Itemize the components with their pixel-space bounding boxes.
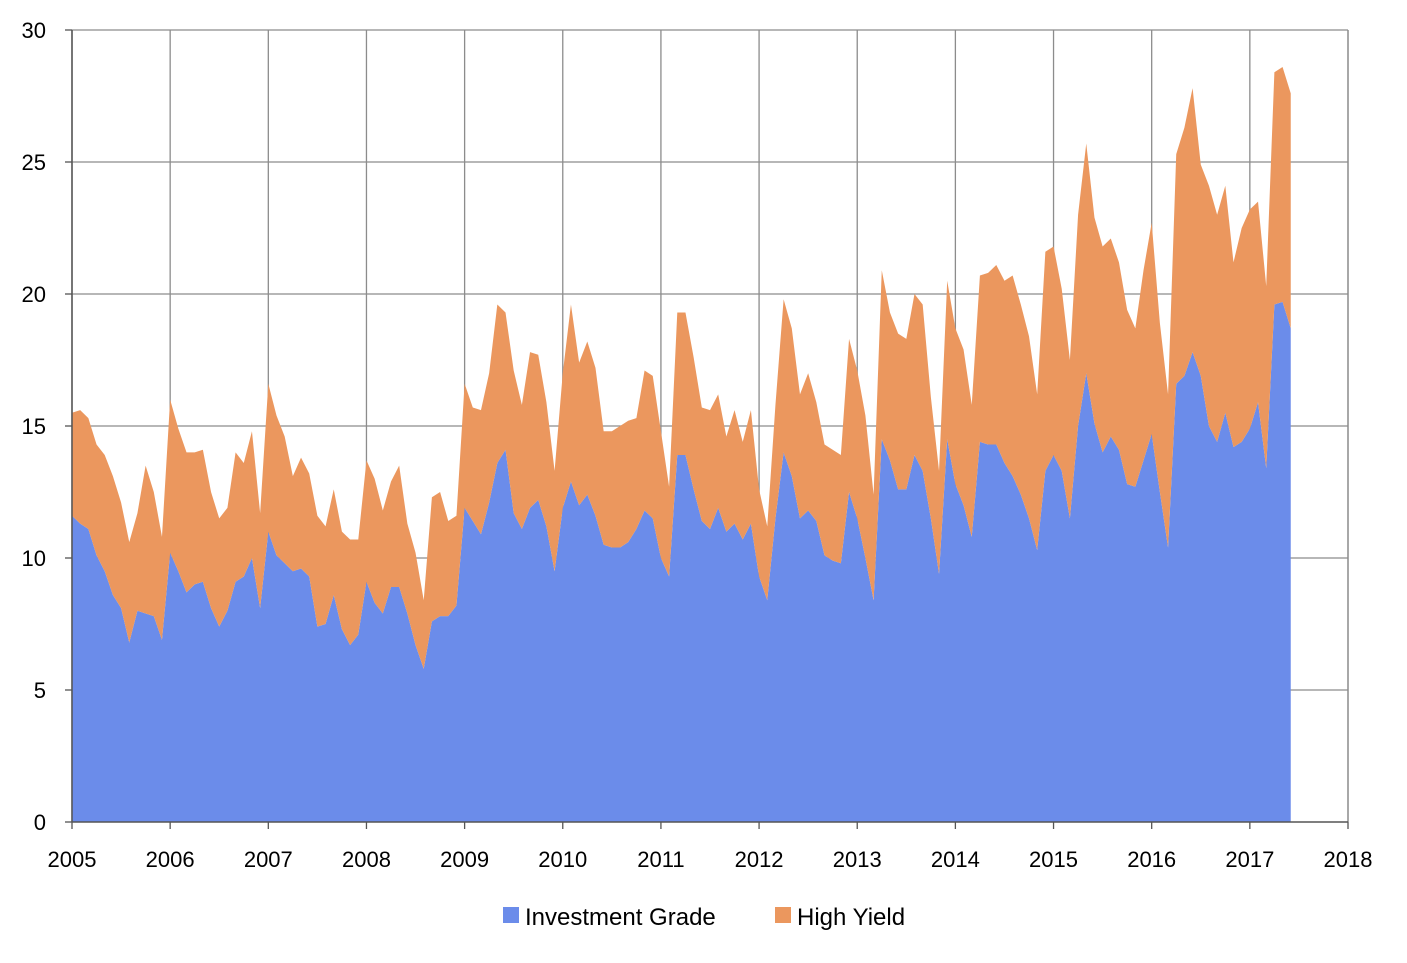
x-tick-label: 2011 (637, 847, 684, 872)
x-tick-label: 2007 (244, 847, 293, 872)
y-tick-label: 30 (22, 18, 46, 43)
axes (65, 29, 1349, 829)
x-tick-label: 2014 (931, 847, 980, 872)
x-tick-label: 2013 (833, 847, 882, 872)
legend-label: Investment Grade (525, 904, 716, 931)
legend-swatch (503, 907, 519, 923)
legend: Investment Grade High Yield (503, 904, 905, 931)
series-areas (72, 66, 1291, 822)
legend-item: High Yield (775, 904, 905, 931)
x-tick-label: 2006 (146, 847, 195, 872)
y-tick-label: 15 (22, 414, 46, 439)
x-tick-label: 2016 (1127, 847, 1176, 872)
x-tick-label: 2017 (1225, 847, 1274, 872)
legend-label: High Yield (797, 904, 905, 931)
x-tick-label: 2008 (342, 847, 391, 872)
y-tick-label: 10 (22, 546, 46, 571)
x-tick-label: 2009 (440, 847, 489, 872)
legend-swatch (775, 907, 791, 923)
x-tick-label: 2012 (735, 847, 784, 872)
legend-item: Investment Grade (503, 904, 716, 931)
y-tick-label: 5 (34, 678, 46, 703)
tick-labels: 0 5 10 15 20 25 30 2005 2006 2007 2008 2009 2010 2011… (22, 18, 1373, 872)
y-tick-label: 0 (34, 810, 46, 835)
x-tick-label: 2005 (48, 847, 97, 872)
area-series-investment-grade (72, 301, 1291, 822)
y-tick-label: 20 (22, 282, 46, 307)
x-tick-label: 2018 (1324, 847, 1373, 872)
area-series-high-yield (72, 66, 1291, 669)
y-tick-label: 25 (22, 150, 46, 175)
x-tick-label: 2015 (1029, 847, 1078, 872)
x-tick-label: 2010 (538, 847, 587, 872)
